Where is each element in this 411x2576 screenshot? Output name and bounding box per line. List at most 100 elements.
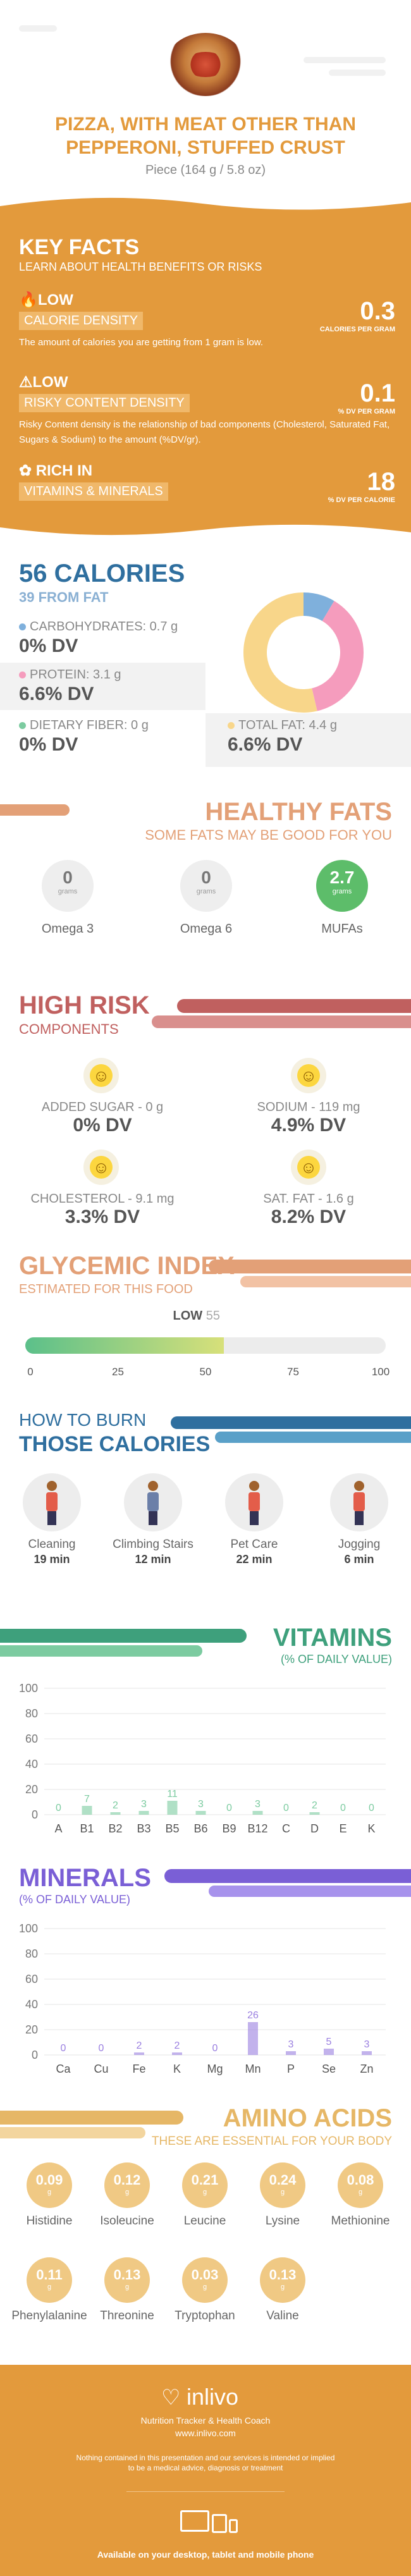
smile-icon: ☺: [291, 1150, 326, 1185]
x-tick-label: C: [282, 1822, 290, 1835]
x-tick-label: Zn: [360, 2063, 373, 2075]
bar-value-label: 0: [56, 1803, 61, 1813]
key-facts-subtitle: LEARN ABOUT HEALTH BENEFITS OR RISKS: [19, 261, 262, 273]
bar-value-label: 0: [212, 2043, 218, 2054]
glycemic-bar: [25, 1337, 386, 1354]
macro-dv: 0% DV: [19, 734, 78, 755]
x-tick-label: P: [287, 2063, 295, 2075]
amino-name: Histidine: [26, 2214, 73, 2228]
decor-stripe: [209, 1886, 411, 1897]
bar-value-label: 0: [99, 2043, 104, 2054]
amino-acids-section: AMINO ACIDS THESE ARE ESSENTIAL FOR YOUR…: [0, 2093, 411, 2365]
bar-value-label: 3: [364, 2039, 370, 2050]
x-tick-label: Mg: [207, 2063, 223, 2075]
amino-value: 0.03: [191, 2267, 219, 2283]
bar-B2: [110, 1812, 121, 1815]
food-title-line2: PEPPERONI, STUFFED CRUST: [66, 137, 345, 158]
top-wave: [0, 190, 411, 210]
risk-dv: 4.9% DV: [271, 1115, 347, 1136]
activity-time: 12 min: [135, 1553, 171, 1566]
flame-icon: 🔥: [19, 291, 38, 309]
bar-value-label: 11: [167, 1789, 178, 1800]
decor-stripe: [240, 1276, 411, 1287]
key-facts-section: KEY FACTS LEARN ABOUT HEALTH BENEFITS OR…: [0, 190, 411, 544]
decor-stripe: [0, 2111, 183, 2125]
amino-lysine: 0.24 g Lysine: [245, 2162, 321, 2228]
risk-sat-fat: SAT. FAT - 1.6 g 8.2% DV: [214, 1192, 403, 1228]
x-tick-label: K: [173, 2063, 181, 2075]
high-risk-section: HIGH RISK COMPONENTS ☺ ADDED SUGAR - 0 g…: [0, 980, 411, 1246]
key-fact-calorie-density: 🔥LOW CALORIE DENSITY The amount of calor…: [19, 291, 395, 350]
bar-value-label: 3: [198, 1799, 204, 1810]
mobile-icon: [229, 2519, 238, 2533]
y-tick-label: 40: [25, 1998, 38, 2011]
amino-title: AMINO ACIDS: [223, 2104, 392, 2132]
glycemic-subtitle: ESTIMATED FOR THIS FOOD: [19, 1282, 193, 1296]
glycemic-tick: 50: [199, 1366, 212, 1378]
amino-value: 0.13: [269, 2267, 297, 2283]
y-tick-label: 0: [32, 2049, 38, 2061]
bottom-wave: [0, 524, 411, 544]
amino-circle: 0.12 g: [104, 2162, 150, 2208]
risk-dv: 0% DV: [73, 1115, 132, 1136]
decor-cloud: [19, 25, 57, 32]
macro-highlight: [206, 713, 411, 767]
glycemic-tick: 100: [371, 1366, 390, 1378]
glycemic-tick: 75: [287, 1366, 299, 1378]
key-fact-tag: RISKY CONTENT DENSITY: [19, 394, 190, 412]
amino-unit: g: [202, 2188, 207, 2196]
key-fact-risky-density: ⚠LOW RISKY CONTENT DENSITY Risky Content…: [19, 373, 395, 448]
mufa-circle: 2.7 grams: [316, 860, 368, 912]
key-fact-tag: CALORIE DENSITY: [19, 312, 144, 330]
key-fact-vitamins: ✿ RICH IN VITAMINS & MINERALS 18% DV PER…: [19, 462, 395, 504]
high-risk-title: HIGH RISK: [19, 991, 150, 1019]
activity-name: Climbing Stairs: [113, 1538, 193, 1551]
activity-name: Pet Care: [230, 1538, 278, 1551]
amino-unit: g: [125, 2188, 130, 2196]
minerals-section: MINERALS (% OF DAILY VALUE) 0 20 40 60 80 100…: [0, 1853, 411, 2093]
footer-divider: [126, 2491, 285, 2492]
amino-circle: 0.21 g: [182, 2162, 228, 2208]
macro-highlight: [0, 663, 206, 710]
omega6-circle: 0 grams: [180, 860, 232, 912]
bar-Mn: [248, 2022, 258, 2055]
risk-added-sugar: ADDED SUGAR - 0 g 0% DV: [8, 1100, 197, 1136]
amino-unit: g: [358, 2188, 363, 2196]
bar-B3: [138, 1811, 149, 1815]
key-facts-title: KEY FACTS: [19, 235, 140, 259]
vitamins-section: VITAMINS (% OF DAILY VALUE) 0 20 40 60 80 100…: [0, 1612, 411, 1853]
amino-circle: 0.11 g: [27, 2257, 72, 2303]
activity-pet-care: Pet Care 22 min: [210, 1473, 298, 1566]
activity-time: 19 min: [34, 1553, 70, 1566]
burn-section: HOW TO BURN THOSE CALORIES Cleaning 19 mi…: [0, 1404, 411, 1612]
footer-url[interactable]: www.inlivo.com: [175, 2428, 236, 2438]
bar-value-label: 0: [61, 2043, 66, 2054]
mufa-unit: grams: [332, 888, 352, 895]
calories-subtitle: 39 FROM FAT: [19, 589, 109, 605]
key-fact-level: LOW: [32, 374, 68, 391]
macro-dv: 6.6% DV: [19, 684, 94, 704]
smile-icon: ☺: [83, 1150, 119, 1185]
decor-stripe: [164, 1869, 411, 1883]
amino-unit: g: [47, 2283, 52, 2291]
bar-value-label: 5: [326, 2037, 332, 2047]
risk-cholesterol: CHOLESTEROL - 9.1 mg 3.3% DV: [8, 1192, 197, 1228]
glycemic-value: 55: [206, 1309, 220, 1323]
glycemic-tick: 0: [27, 1366, 34, 1378]
decor-stripe: [0, 804, 70, 816]
x-tick-label: Se: [322, 2063, 336, 2075]
x-tick-label: E: [339, 1822, 347, 1835]
donut-slice-carbohydrates: [304, 592, 334, 622]
risk-label: ADDED SUGAR - 0 g: [41, 1100, 164, 1114]
bar-value-label: 26: [247, 2010, 259, 2021]
footer-disclaimer-line1: Nothing contained in this presentation a…: [76, 2453, 335, 2462]
mufa-value: 2.7: [329, 868, 355, 887]
y-tick-label: 20: [25, 1783, 38, 1796]
key-fact-desc: Risky Content density is the relationshi…: [19, 419, 390, 445]
x-tick-label: D: [310, 1822, 319, 1835]
x-tick-label: B2: [108, 1822, 122, 1835]
amino-name: Phenylalanine: [11, 2309, 87, 2322]
amino-unit: g: [280, 2283, 285, 2291]
macro-label: PROTEIN: 3.1 g: [30, 668, 121, 682]
jogging-icon: [330, 1473, 388, 1531]
